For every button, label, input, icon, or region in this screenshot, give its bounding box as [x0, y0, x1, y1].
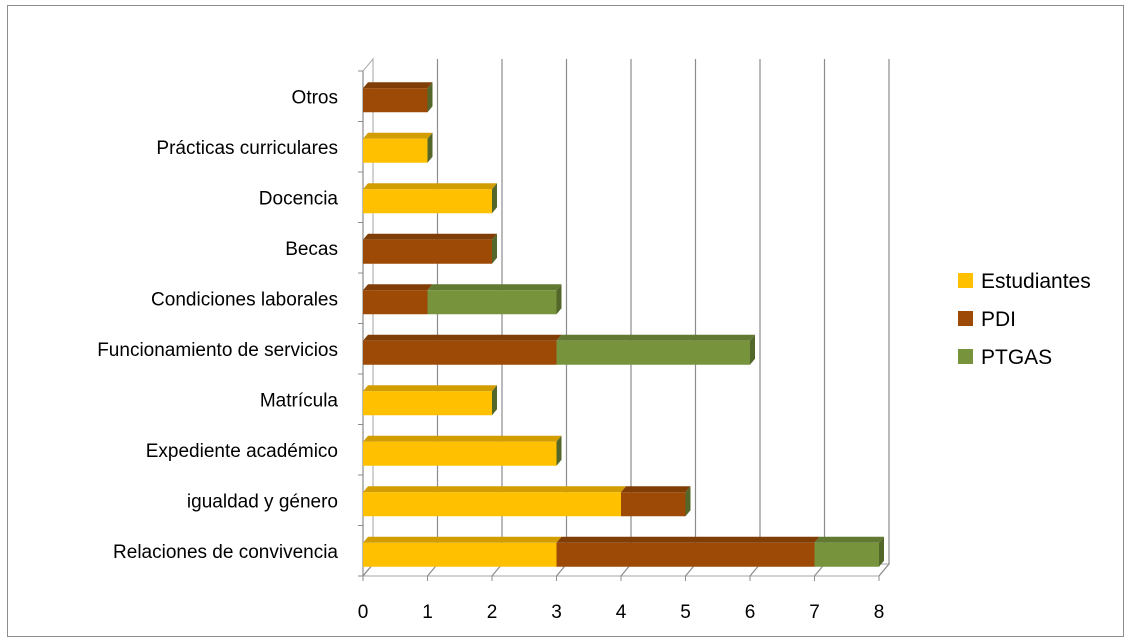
bar-front-face	[363, 290, 428, 315]
bar-segment	[363, 536, 562, 567]
bar-segment	[363, 334, 562, 365]
bars	[363, 82, 884, 567]
bar-end-face	[750, 334, 755, 365]
bar-front-face	[363, 492, 621, 517]
bar-top-face	[556, 536, 820, 543]
bar-segment	[427, 284, 562, 315]
bar-front-face	[363, 441, 557, 466]
bar-end-face	[556, 435, 562, 466]
bar-segment	[814, 536, 884, 567]
x-tick-labels: 0 1 2 3 4 5 6 7 8	[358, 602, 885, 623]
x-tick-label: 5	[680, 602, 691, 623]
legend: Estudiantes PDI PTGAS	[958, 270, 1091, 369]
bar-end-face	[427, 82, 433, 113]
bar-top-face	[556, 334, 755, 341]
bar-segment	[363, 435, 562, 466]
bar-front-face	[427, 290, 557, 315]
bar-segment	[363, 132, 433, 163]
bar-front-face	[556, 340, 750, 365]
bar-segment	[363, 284, 433, 315]
bar-top-face	[363, 536, 562, 543]
bar-front-face	[363, 340, 557, 365]
x-tick-label: 3	[551, 602, 562, 623]
bar-top-face	[363, 334, 562, 341]
x-tick-label: 0	[358, 602, 369, 623]
legend-label: PDI	[981, 308, 1016, 331]
bar-end-face	[879, 536, 884, 567]
bar-front-face	[363, 88, 428, 113]
bar-segment	[556, 334, 755, 365]
category-label: Funcionamiento de servicios	[97, 340, 338, 361]
bar-top-face	[363, 233, 497, 240]
chart-area: Relaciones de convivencia igualdad y géne…	[7, 5, 1124, 637]
x-tick-label: 1	[422, 602, 433, 623]
legend-swatch	[958, 311, 973, 326]
category-labels: Relaciones de convivencia igualdad y géne…	[97, 87, 338, 563]
floor-gridline	[878, 563, 890, 577]
x-tick-label: 4	[616, 602, 627, 623]
category-label: Expediente académico	[146, 441, 338, 462]
category-label: igualdad y género	[187, 491, 338, 512]
bar-front-face	[814, 542, 879, 567]
bar-end-face	[492, 183, 497, 214]
category-label: Becas	[285, 239, 338, 260]
bar-end-face	[685, 486, 691, 517]
stacked-bar-chart: Relaciones de convivencia igualdad y géne…	[97, 57, 1091, 623]
bar-end-face	[556, 284, 562, 315]
bar-segment	[363, 385, 497, 416]
x-tick-label: 8	[874, 602, 885, 623]
bar-end-face	[492, 385, 497, 416]
bar-segment	[363, 82, 433, 113]
bar-top-face	[363, 435, 562, 442]
bar-front-face	[363, 138, 428, 163]
bar-top-face	[363, 132, 433, 139]
category-label: Prácticas curriculares	[156, 138, 338, 159]
bar-top-face	[621, 486, 691, 493]
bar-top-face	[363, 385, 497, 392]
bar-segment	[621, 486, 691, 517]
legend-swatch	[958, 349, 973, 364]
legend-swatch	[958, 273, 973, 288]
bar-front-face	[363, 391, 492, 416]
legend-label: Estudiantes	[981, 270, 1091, 293]
bar-top-face	[363, 82, 433, 89]
bar-segment	[556, 536, 820, 567]
bar-front-face	[363, 239, 492, 264]
bar-top-face	[363, 486, 626, 493]
x-tick-label: 2	[487, 602, 498, 623]
x-tick-label: 7	[809, 602, 820, 623]
bar-segment	[363, 233, 497, 264]
category-label: Relaciones de convivencia	[113, 542, 338, 563]
bar-top-face	[814, 536, 884, 543]
category-label: Otros	[292, 87, 338, 108]
gridlines	[358, 59, 890, 581]
bar-top-face	[363, 284, 433, 291]
bar-top-face	[427, 284, 562, 291]
bar-end-face	[427, 132, 433, 163]
bar-segment	[363, 486, 626, 517]
bar-top-face	[363, 183, 497, 190]
category-label: Docencia	[259, 188, 339, 209]
bar-front-face	[363, 542, 557, 567]
bar-segment	[363, 183, 497, 214]
bar-front-face	[621, 492, 686, 517]
bar-front-face	[556, 542, 815, 567]
legend-label: PTGAS	[981, 346, 1052, 369]
category-label: Matrícula	[260, 390, 339, 411]
category-label: Condiciones laborales	[151, 289, 338, 310]
bar-end-face	[492, 233, 497, 264]
x-tick-label: 6	[745, 602, 756, 623]
bar-front-face	[363, 189, 492, 214]
